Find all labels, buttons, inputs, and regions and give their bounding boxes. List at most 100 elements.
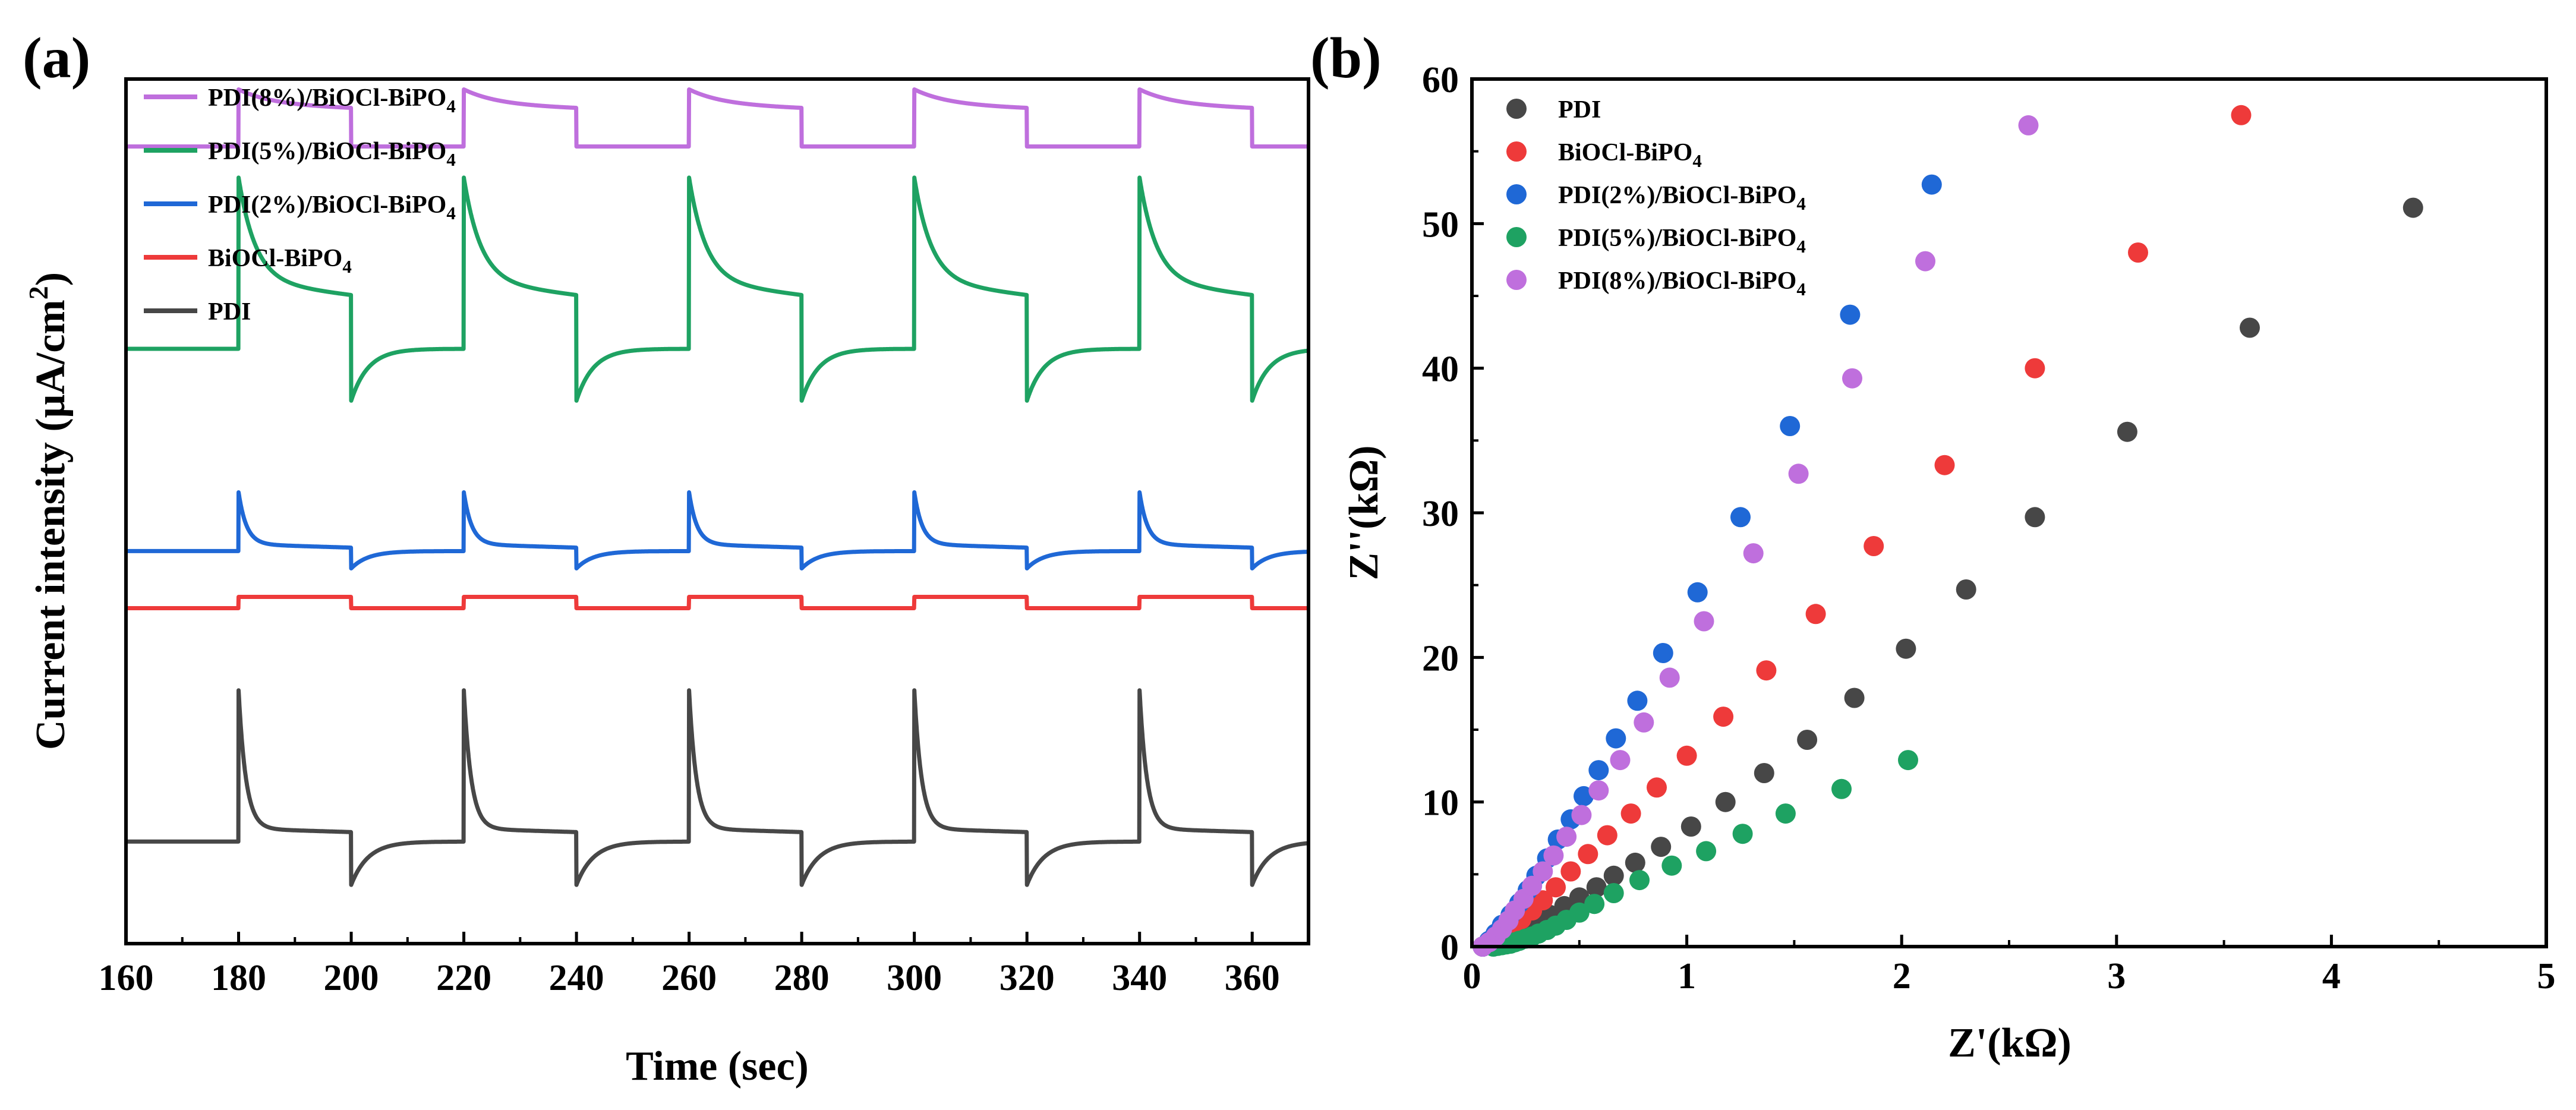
panel-b-point-3 [1775,803,1796,824]
panel-b-point-1 [1713,707,1734,727]
panel-a-series-line-1 [124,175,1310,403]
panel-b-point-4 [1659,667,1680,688]
panel-b-point-2 [1588,760,1609,781]
panel-b-point-4 [1788,463,1809,484]
panel-b-point-4 [1522,875,1543,896]
panel-a-series-line-2 [124,490,1310,570]
panel-b-y-tick-label: 20 [1422,638,1459,679]
panel-b-point-0 [2402,197,2423,218]
panel-b-point-3 [1603,883,1624,903]
panel-b-legend-marker [1506,184,1527,204]
panel-a-x-tick-label: 180 [211,958,266,998]
panel-b-point-2 [1921,174,1942,195]
panel-b-legend-label: PDI(8%)/BiOCl-BiPO4 [1558,267,1806,299]
panel-b-point-0 [1651,837,1672,857]
panel-b-legend-label: PDI [1558,96,1601,124]
panel-b-point-2 [1730,507,1751,528]
panel-b-point-1 [1560,861,1581,882]
panel-b-point-1 [1597,825,1618,846]
panel-b-point-0 [2240,317,2260,338]
panel-b-point-3 [1696,841,1717,862]
chart-panel-a: (a) 160 180 200 220 240 260 280 300 320 340 360 Ti… [23,26,1310,1089]
panel-b-point-0 [1680,816,1701,837]
panel-b-point-1 [1578,844,1598,865]
panel-b-legend-marker [1506,99,1527,119]
panel-a-x-tick-label: 300 [887,958,942,998]
panel-b-point-3 [1569,902,1590,923]
panel-b-point-0 [1625,852,1645,873]
panel-b-point-4 [1588,780,1609,801]
panel-b-x-tick-label: 2 [1893,956,1911,997]
panel-b-legend: PDI BiOCl-BiPO4 PDI(2%)/BiOCl-BiPO4 PDI(5%)… [1506,96,1806,299]
panel-b-point-3 [1732,824,1753,844]
panel-b-legend-label: PDI(5%)/BiOCl-BiPO4 [1558,225,1806,257]
panel-b-point-3 [1584,894,1605,915]
panel-a-label: (a) [23,26,90,90]
panel-b-y-tick-label: 60 [1422,60,1459,100]
panel-b-point-0 [1754,763,1774,783]
panel-b-point-1 [2231,105,2252,125]
panel-a-y-axis-title-sup: 2 [23,286,53,299]
panel-b-point-0 [1586,877,1607,898]
panel-a-series-line-0 [124,87,1310,149]
panel-b-y-tick-label: 30 [1422,494,1459,534]
panel-b-point-0 [1715,791,1736,812]
panel-b-point-1 [1805,604,1826,625]
panel-a-legend: PDI(8%)/BiOCl-BiPO4 PDI(5%)/BiOCl-BiPO4 PD… [144,84,456,326]
panel-b-point-4 [1556,827,1577,847]
panel-b-point-3 [1831,778,1852,799]
panel-b-point-2 [1840,304,1861,325]
panel-b-point-4 [1533,861,1553,882]
panel-b-x-tick-label: 3 [2107,956,2126,997]
panel-b-legend-label: PDI(2%)/BiOCl-BiPO4 [1558,182,1806,214]
panel-a-series-line-3 [124,595,1310,610]
panel-a-x-ticks: 160 180 200 220 240 260 280 300 320 340 360 [99,932,1280,998]
panel-b-y-axis-title: Z''(kΩ) [1341,445,1387,580]
panel-b-point-3 [1629,870,1650,891]
panel-a-x-tick-label: 280 [774,958,830,998]
panel-a-y-axis-title-end: ) [28,272,74,286]
panel-b-y-tick-label: 40 [1422,349,1459,390]
panel-b-point-1 [1647,777,1667,798]
panel-b-point-2 [1627,690,1648,711]
panel-b-point-2 [1653,643,1673,663]
panel-a-x-tick-label: 340 [1112,958,1167,998]
panel-b-legend-label: BiOCl-BiPO4 [1558,139,1702,171]
panel-b-point-0 [1797,730,1818,750]
panel-b-point-4 [1610,750,1631,771]
panel-b-point-2 [1687,582,1708,603]
panel-b-point-2 [1780,416,1801,436]
panel-b-point-2 [1606,728,1626,749]
panel-a-series [124,87,1310,887]
panel-b-point-0 [1603,865,1624,886]
panel-a-x-tick-label: 260 [661,958,717,998]
panel-b-y-tick-label: 10 [1422,783,1459,824]
panel-b-point-4 [1571,805,1592,825]
panel-b-point-4 [1842,368,1862,389]
panel-a-x-tick-label: 360 [1225,958,1280,998]
panel-b-legend-marker [1506,227,1527,247]
panel-a-x-tick-label: 240 [549,958,604,998]
panel-a-legend-label: BiOCl-BiPO4 [208,245,352,277]
panel-b-point-1 [1934,455,1955,475]
panel-b-point-0 [1956,579,1976,600]
panel-b-point-1 [1756,660,1777,681]
panel-a-x-tick-label: 320 [999,958,1055,998]
panel-b-x-tick-label: 5 [2537,956,2556,997]
panel-a-legend-label: PDI(8%)/BiOCl-BiPO4 [208,84,456,116]
panel-b-point-1 [1864,536,1884,556]
panel-a-series-line-4 [124,688,1310,887]
panel-b-point-4 [1543,845,1564,866]
panel-a-x-axis-title: Time (sec) [626,1043,809,1089]
panel-b-point-0 [1896,638,1916,659]
panel-b-point-0 [2025,507,2045,528]
panel-b-point-4 [1743,543,1764,564]
panel-b-legend-marker [1506,270,1527,290]
panel-b-point-4 [2018,115,2039,135]
panel-b-point-1 [2128,242,2148,263]
panel-a-x-tick-label: 160 [99,958,154,998]
panel-a-x-tick-label: 220 [436,958,491,998]
panel-b-points [1473,105,2423,957]
